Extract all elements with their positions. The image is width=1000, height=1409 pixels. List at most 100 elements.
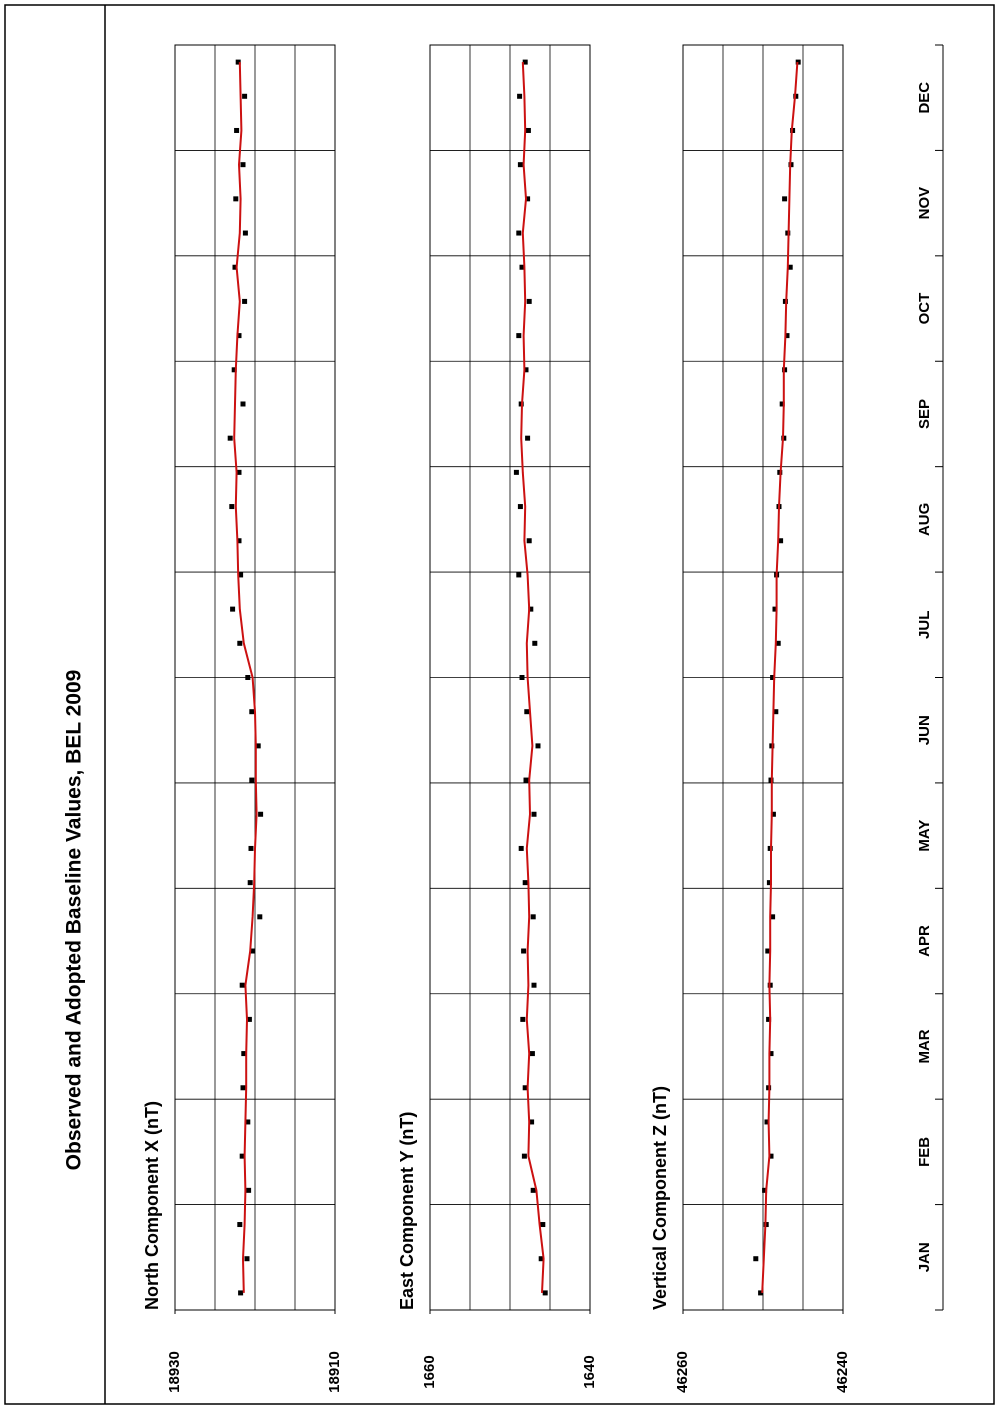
observed-point [240,401,246,407]
observed-point [779,401,785,407]
observed-point [531,982,537,988]
observed-point [516,333,522,339]
observed-point [532,640,538,646]
observed-point [770,675,776,680]
observed-point [236,469,242,475]
observed-point [518,845,524,851]
adopted-line [761,62,799,1293]
observed-point [522,59,528,65]
observed-point [535,743,541,749]
observed-point [525,196,531,202]
observed-point [249,777,255,783]
observed-point [242,230,248,236]
observed-point [795,59,801,65]
observed-point [521,1153,527,1159]
observed-point [519,264,525,270]
observed-point [784,333,790,339]
observed-point [227,435,233,441]
observed-point [762,1187,768,1193]
observed-point [525,127,531,133]
observed-point [237,1222,243,1228]
observed-point [765,948,771,954]
observed-point [782,196,788,202]
observed-point [516,230,522,236]
x-tick-label: DEC [916,82,933,114]
frame [4,4,995,1405]
observed-point [250,948,256,954]
observed-point [766,1016,772,1022]
observed-point [766,880,772,886]
observed-point [249,709,255,715]
observed-point [524,709,530,715]
observed-point [775,640,781,646]
observed-point [770,811,776,817]
observed-point [245,675,251,680]
observed-point [773,709,779,715]
observed-point [787,264,793,270]
observed-point [542,1290,548,1296]
observed-point [768,1051,774,1057]
observed-point [238,1290,244,1296]
panel-title: North Component X (nT) [142,1101,162,1310]
observed-point [242,298,248,304]
observed-point [768,1153,774,1159]
observed-point [245,1119,251,1125]
observed-point [528,606,534,612]
y-tick-label: 18930 [166,1351,183,1393]
observed-point [538,1256,544,1262]
y-tick-label: 46240 [834,1351,851,1393]
x-tick-label: AUG [916,503,933,536]
observed-point [517,162,523,168]
observed-point [238,572,244,578]
x-tick-label: SEP [916,399,933,429]
observed-point [764,1119,770,1125]
observed-point [246,1016,252,1022]
observed-point [529,1119,535,1125]
y-tick-label: 46260 [674,1351,691,1393]
x-tick-label: JUN [916,715,933,745]
observed-point [529,1051,535,1057]
observed-point [516,572,522,578]
x-tick-label: JUL [916,611,933,639]
observed-point [772,606,778,612]
observed-point [540,1222,546,1228]
x-tick-label: MAY [916,820,933,852]
x-tick-label: JAN [916,1242,933,1272]
observed-point [753,1256,759,1262]
x-tick-label: NOV [916,187,933,220]
x-tick-label: OCT [916,293,933,325]
observed-point [525,435,531,441]
observed-point [234,127,240,133]
page-title: Observed and Adopted Baseline Values, BE… [63,670,86,1171]
observed-point [523,777,529,783]
observed-point [258,811,264,817]
adopted-line [233,62,258,1293]
observed-point [523,367,529,373]
panel-title: East Component Y (nT) [397,1112,417,1310]
observed-point [230,606,236,612]
observed-point [522,1085,528,1091]
observed-point [236,333,242,339]
x-tick-label: MAR [916,1029,933,1063]
observed-point [530,1187,536,1193]
observed-point [242,93,248,99]
observed-point [246,1187,252,1193]
y-tick-label: 1660 [421,1355,438,1388]
observed-point [236,538,242,544]
observed-point [255,743,261,749]
panel-title: Vertical Component Z (nT) [650,1086,670,1310]
y-tick-label: 1640 [581,1355,598,1388]
observed-point [237,640,243,646]
observed-point [239,982,245,988]
observed-point [257,914,263,920]
observed-point [229,504,235,510]
x-tick-label: FEB [916,1137,933,1167]
observed-point [517,504,523,510]
observed-point [770,914,776,920]
observed-point [247,880,253,886]
observed-point [521,948,527,954]
observed-point [239,1153,245,1159]
observed-point [248,845,254,851]
y-tick-label: 18910 [326,1351,343,1393]
